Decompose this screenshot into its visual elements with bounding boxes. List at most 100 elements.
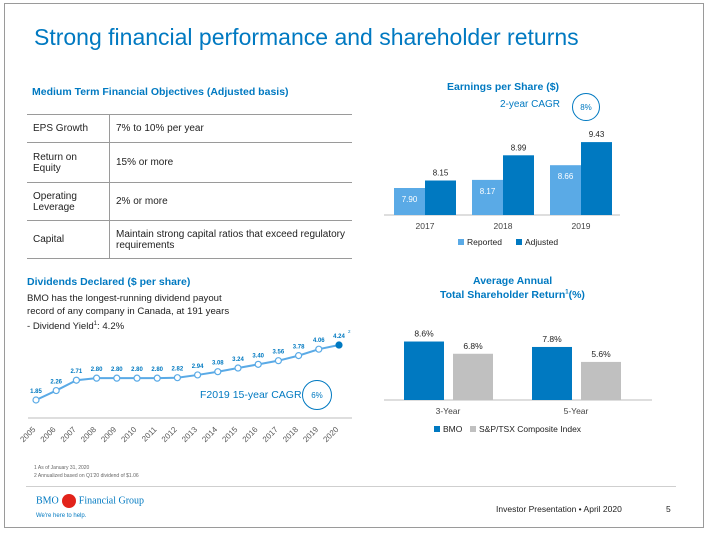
data-point — [133, 374, 141, 382]
eps-cagr-label: 2-year CAGR — [500, 99, 561, 110]
data-label: 3.08 — [212, 361, 224, 367]
tsr-heading-line2: Total Shareholder Return1(%) — [440, 289, 585, 301]
data-label: 7.90 — [402, 195, 418, 204]
data-point — [274, 357, 282, 365]
objective-value: 2% or more — [109, 182, 352, 221]
data-label: 6.8% — [463, 341, 483, 351]
dividends-cagr-value: 6% — [311, 390, 323, 400]
eps-cagr-value: 8% — [580, 102, 592, 112]
data-label: 5.6% — [591, 349, 611, 359]
slide — [4, 3, 704, 528]
dividends-cagr-circle: 6% — [302, 380, 332, 410]
x-tick-label: 2008 — [79, 425, 98, 444]
footer-divider — [26, 486, 676, 487]
eps-chart: 7.90 8.15 2017 8.17 8.99 2018 8.66 9.43 2019 Repo… — [384, 130, 620, 247]
x-tick-label: 2013 — [180, 425, 199, 444]
x-tick-label: 2016 — [241, 425, 260, 444]
presentation-label: Investor Presentation • April 2020 — [496, 504, 622, 514]
data-label-sup: 2 — [348, 329, 351, 334]
data-point — [335, 341, 343, 349]
bar-reported — [550, 165, 581, 215]
data-label: 8.15 — [433, 169, 449, 178]
bar-adjusted — [425, 180, 456, 215]
x-tick-label: 3-Year — [436, 406, 461, 416]
data-point — [254, 360, 262, 368]
tsr-heading-line1: Average Annual — [473, 275, 553, 287]
footnote: 1 As of January 31, 2020 — [34, 465, 90, 471]
bar-index — [581, 361, 621, 400]
x-tick-label: 5-Year — [564, 406, 589, 416]
dividends-chart: 1.85 2005 2.26 2006 2.71 2007 2.80 2008 2.80 2009… — [20, 329, 352, 444]
objective-key: Return on Equity — [27, 142, 110, 183]
x-tick-label: 2015 — [220, 425, 239, 444]
logo-tagline: We're here to help. — [36, 513, 87, 519]
x-tick-label: 2020 — [321, 425, 340, 444]
data-label: 4.06 — [313, 338, 325, 344]
page-number: 5 — [666, 504, 671, 514]
x-tick-label: 2011 — [140, 425, 159, 444]
objective-key: Operating Leverage — [27, 182, 110, 221]
data-point — [234, 364, 242, 372]
bar-reported — [472, 179, 503, 215]
dividends-line: record of any company in Canada, at 191 … — [27, 306, 230, 317]
data-label: 3.40 — [252, 353, 264, 359]
data-point — [92, 374, 101, 382]
data-label: 2.82 — [172, 367, 184, 373]
data-point — [52, 386, 60, 395]
logo-text-left: BMO — [36, 495, 59, 507]
objectives-table: EPS Growth 7% to 10% per year Return on … — [27, 114, 352, 259]
table-row: Operating Leverage 2% or more — [27, 182, 352, 221]
legend-swatch — [434, 426, 440, 432]
x-tick-label: 2014 — [200, 425, 219, 444]
data-point — [295, 352, 303, 360]
table-row: Return on Equity 15% or more — [27, 142, 352, 183]
x-tick-label: 2007 — [59, 425, 78, 444]
legend-label: BMO — [443, 424, 463, 434]
data-label: 2.94 — [192, 364, 204, 370]
x-tick-label: 2019 — [572, 221, 591, 231]
bar-index — [453, 353, 493, 400]
x-tick-label: 2019 — [301, 425, 320, 444]
x-tick-label: 2017 — [261, 425, 280, 444]
x-tick-label: 2018 — [494, 221, 513, 231]
data-label: 8.99 — [511, 143, 527, 152]
objectives-heading: Medium Term Financial Objectives (Adjust… — [32, 86, 289, 98]
bmo-roundel-icon — [61, 493, 76, 508]
logo-text-right: Financial Group — [78, 495, 145, 507]
data-label: 8.17 — [480, 187, 496, 196]
objective-value: 15% or more — [109, 142, 352, 183]
x-tick-label: 2012 — [160, 425, 179, 444]
data-label: 2.80 — [91, 367, 103, 373]
data-label: 2.71 — [71, 369, 83, 375]
dividends-yield: - Dividend Yield1: 4.2% — [27, 321, 125, 333]
x-tick-label: 2005 — [20, 425, 38, 444]
bar-bmo — [404, 341, 444, 400]
x-tick-label: 2017 — [416, 221, 435, 231]
bar-adjusted — [581, 142, 612, 215]
bar-bmo — [532, 346, 572, 400]
bar-adjusted — [503, 155, 534, 215]
footnote: 2 Annualized based on Q1'20 dividend of … — [34, 473, 139, 479]
legend-swatch — [516, 239, 522, 245]
data-label: 3.78 — [293, 345, 305, 351]
data-label: 8.6% — [414, 329, 434, 339]
legend-swatch — [470, 426, 476, 432]
dividends-line: BMO has the longest-running dividend pay… — [27, 293, 222, 304]
data-label: 9.43 — [589, 130, 605, 139]
x-tick-label: 2010 — [119, 425, 138, 444]
x-tick-label: 2009 — [99, 425, 118, 444]
legend-label: Reported — [467, 237, 502, 247]
data-point — [194, 371, 202, 379]
dividends-heading: Dividends Declared ($ per share) — [27, 276, 191, 288]
data-label: 8.66 — [558, 172, 574, 181]
data-point — [72, 376, 81, 384]
eps-cagr-circle: 8% — [572, 93, 600, 121]
objective-value: 7% to 10% per year — [109, 114, 352, 143]
data-label: 2.26 — [50, 380, 62, 386]
data-label: 2.80 — [151, 367, 163, 373]
legend-swatch — [458, 239, 464, 245]
data-label: 7.8% — [542, 334, 562, 344]
x-tick-label: 2018 — [281, 425, 300, 444]
tsr-chart: 8.6% 6.8% 3-Year 7.8% 5.6% 5-Year BMO S&P/TSX C… — [384, 329, 652, 434]
dividends-description: BMO has the longest-running dividend pay… — [27, 292, 229, 333]
